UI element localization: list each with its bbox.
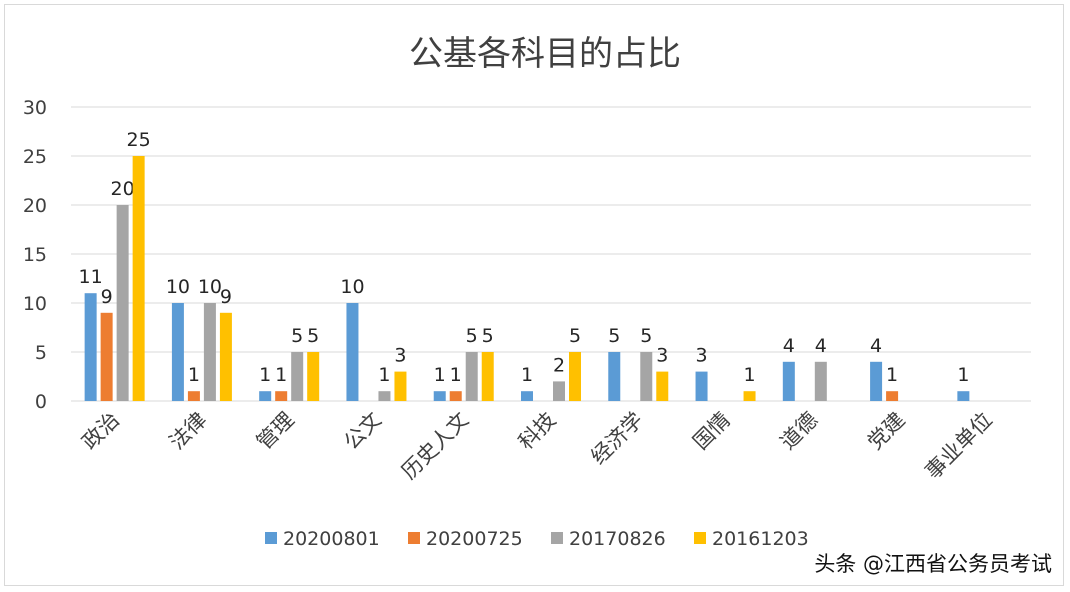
bar	[394, 371, 407, 401]
legend-swatch	[408, 532, 420, 544]
data-label: 4	[870, 335, 882, 357]
bar	[465, 352, 478, 401]
data-label: 1	[957, 364, 969, 386]
x-tick-label: 法律	[165, 408, 212, 455]
data-label: 1	[434, 364, 446, 386]
bar	[640, 352, 653, 401]
data-label: 3	[394, 345, 406, 367]
y-tick-label: 0	[35, 391, 47, 413]
legend-swatch	[694, 532, 706, 544]
data-label: 9	[220, 286, 232, 308]
bar	[433, 391, 446, 401]
bar	[84, 293, 97, 401]
bar	[219, 312, 232, 401]
bar	[481, 352, 494, 401]
data-label: 1	[521, 364, 533, 386]
data-label: 1	[275, 364, 287, 386]
legend-swatch	[551, 532, 563, 544]
bar	[521, 391, 533, 401]
bar	[553, 381, 565, 401]
data-label: 5	[291, 325, 303, 347]
data-label: 1	[886, 364, 898, 386]
x-tick-label: 管理	[252, 408, 299, 455]
legend-label: 20200801	[283, 528, 380, 550]
bar	[870, 361, 883, 401]
x-tick-label: 科技	[514, 408, 561, 455]
bar	[957, 391, 970, 401]
x-tick-label: 公文	[339, 408, 386, 455]
x-tick-label: 历史人文	[397, 408, 473, 484]
y-tick-label: 5	[35, 342, 47, 364]
data-label: 5	[482, 325, 494, 347]
data-label: 4	[815, 335, 827, 357]
bar	[100, 312, 113, 401]
bar	[449, 391, 462, 401]
data-label: 9	[101, 286, 113, 308]
data-label: 3	[656, 345, 668, 367]
data-label: 1	[188, 364, 200, 386]
bar	[656, 371, 669, 401]
data-label: 25	[127, 129, 151, 151]
legend-label: 20161203	[712, 528, 809, 550]
data-label: 5	[608, 325, 620, 347]
data-label: 3	[695, 345, 707, 367]
y-tick-label: 15	[23, 244, 47, 266]
x-tick-label: 经济学	[586, 408, 648, 470]
bar	[569, 352, 581, 401]
bar	[187, 391, 200, 401]
data-label: 1	[450, 364, 462, 386]
data-label: 20	[111, 178, 135, 200]
bar	[886, 391, 899, 401]
data-label: 10	[198, 276, 222, 298]
data-label: 11	[79, 266, 103, 288]
data-label: 1	[743, 364, 755, 386]
bar	[275, 391, 288, 401]
data-label: 2	[553, 354, 565, 376]
bar	[291, 352, 304, 401]
legend-swatch	[265, 532, 277, 544]
chart-title: 公基各科目的占比	[409, 34, 681, 74]
y-tick-label: 25	[23, 146, 47, 168]
data-label: 5	[466, 325, 478, 347]
bar	[782, 361, 795, 401]
x-tick-label: 党建	[863, 408, 910, 455]
data-label: 1	[378, 364, 390, 386]
bar	[307, 352, 320, 401]
bar	[116, 205, 129, 401]
bar	[346, 303, 359, 401]
data-label: 5	[569, 325, 581, 347]
x-tick-label: 道德	[776, 408, 823, 455]
data-label: 4	[783, 335, 795, 357]
bar	[378, 391, 391, 401]
legend-label: 20170826	[569, 528, 666, 550]
data-label: 5	[640, 325, 652, 347]
bar	[814, 361, 827, 401]
bar	[743, 391, 756, 401]
x-tick-label: 政治	[78, 408, 125, 455]
bar	[203, 303, 216, 401]
legend-label: 20200725	[426, 528, 523, 550]
data-label: 10	[166, 276, 190, 298]
x-tick-label: 事业单位	[921, 408, 997, 484]
y-tick-label: 30	[23, 97, 47, 119]
data-label: 5	[307, 325, 319, 347]
y-tick-label: 10	[23, 293, 47, 315]
watermark: 头条 @江西省公务员考试	[814, 552, 1052, 576]
chart-frame: 公基各科目的占比 0 5 10 15 20 25 30 11 9 20 25 政治 10 1 10 9 法律 1 1 5…	[4, 4, 1064, 586]
bar	[695, 371, 708, 401]
bar	[171, 303, 184, 401]
y-tick-label: 20	[23, 195, 47, 217]
bar	[132, 156, 145, 401]
x-tick-label: 国情	[688, 408, 735, 455]
bar	[608, 352, 621, 401]
data-label: 10	[340, 276, 364, 298]
data-label: 1	[259, 364, 271, 386]
bar	[259, 391, 272, 401]
